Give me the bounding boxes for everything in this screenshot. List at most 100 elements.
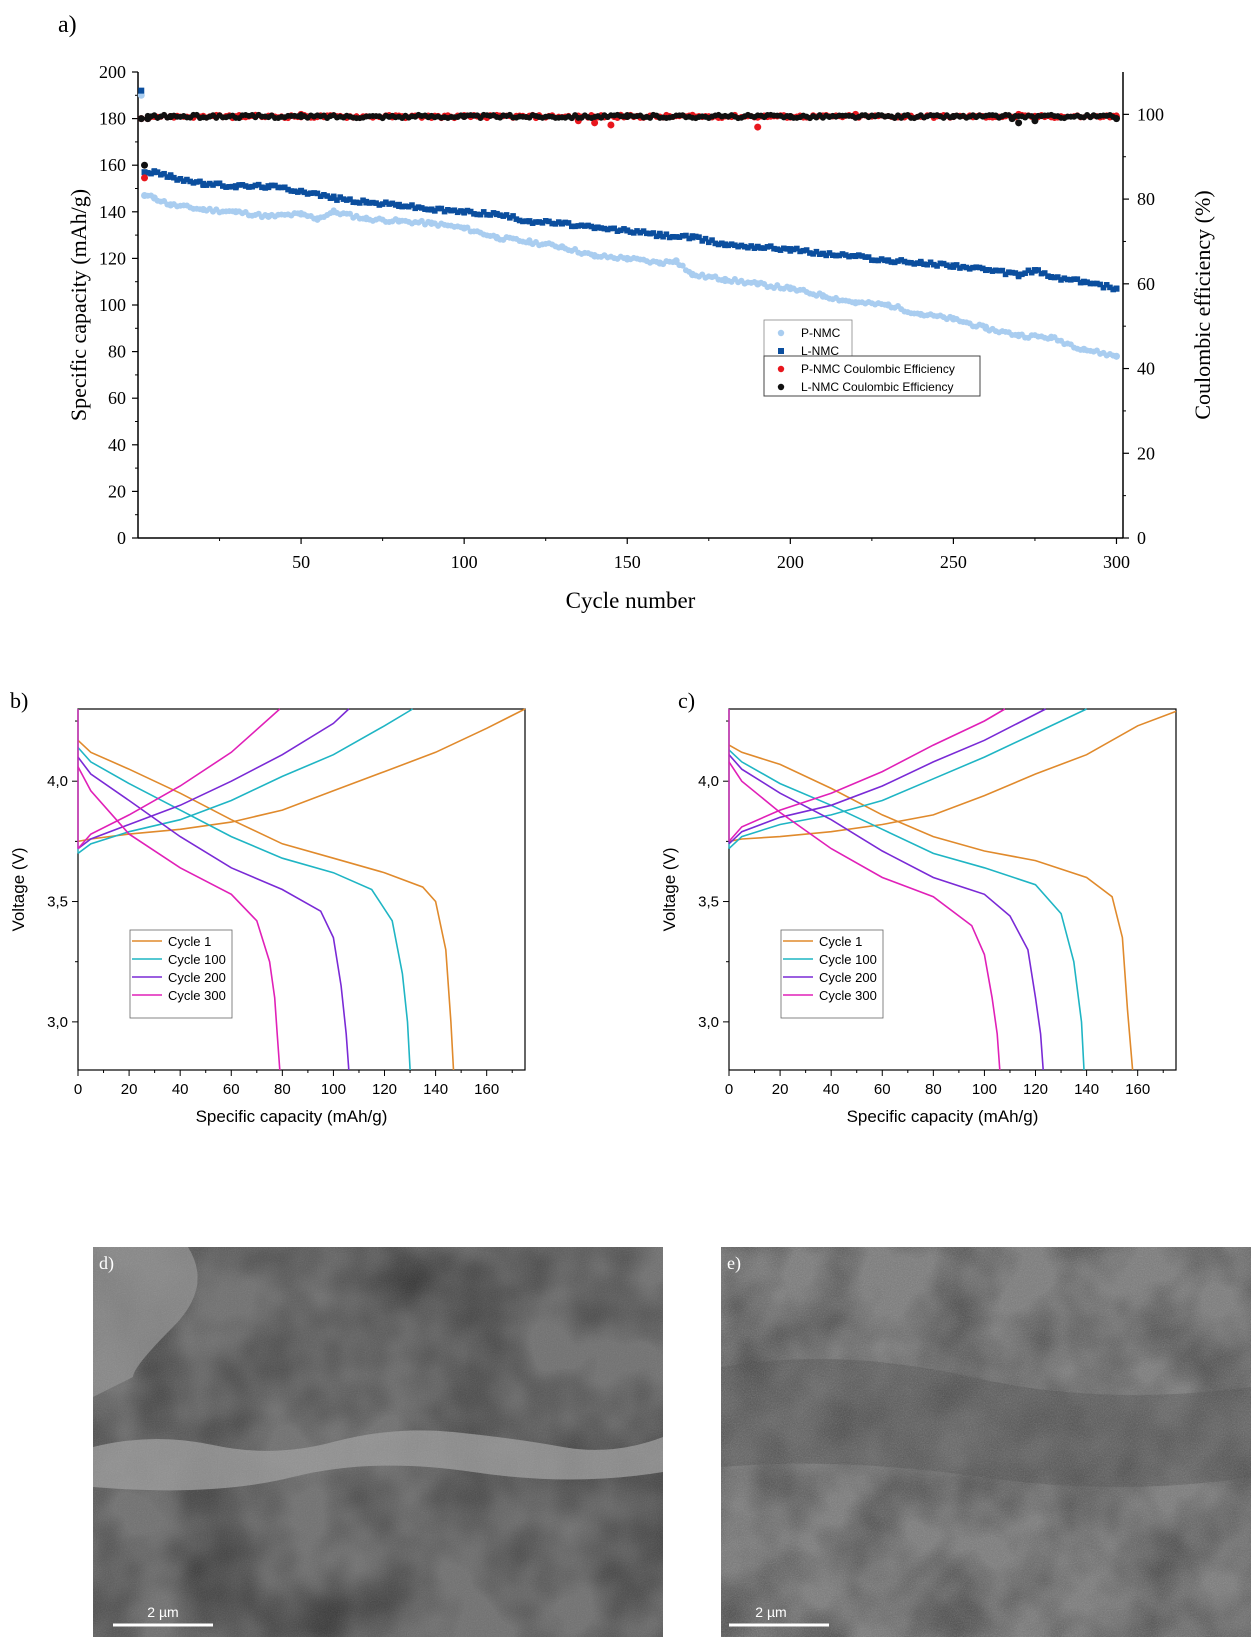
marker [467,208,474,215]
marker [223,184,229,190]
data-point [141,174,149,182]
marker [790,246,797,253]
marker [992,267,999,274]
marker [249,183,255,190]
marker [180,178,187,184]
marker [582,223,588,229]
x-tick-label: 120 [372,1081,397,1098]
marker [360,197,366,204]
marker [960,263,966,270]
marker [787,248,794,254]
marker [999,267,1006,274]
marker [405,203,412,210]
marker [203,182,210,188]
marker [464,224,471,231]
marker [803,247,810,253]
marker [389,200,396,207]
marker [330,193,337,200]
marker [536,219,542,225]
marker [644,230,650,237]
marker [950,264,957,270]
marker [363,198,370,205]
marker [931,261,937,268]
marker [144,170,151,176]
marker [1012,270,1019,276]
series-cycle-300-charge [77,708,281,850]
marker [816,251,823,258]
marker [856,252,862,258]
marker [813,248,820,255]
marker [852,253,859,259]
marker [924,261,931,268]
marker [754,244,761,250]
marker [953,262,960,268]
x-tick-label: 300 [1103,552,1130,572]
marker [402,203,409,210]
marker [464,207,471,214]
plot-frame [728,708,1177,1071]
marker [379,201,386,207]
marker [842,252,849,258]
legend-marker [777,383,785,391]
marker [568,223,575,230]
marker [193,179,200,185]
y-tick-label: 4,0 [698,773,719,790]
marker [640,228,647,234]
marker [1041,270,1048,276]
marker [996,267,1002,274]
marker [1113,353,1120,360]
marker [454,209,461,216]
marker [233,184,239,191]
series-cycle-200-charge [728,708,1047,845]
data-point [138,87,145,94]
marker [158,171,164,178]
marker [1107,284,1113,291]
marker [692,233,699,240]
series-p-nmc [137,91,1120,360]
series-cycle-100-discharge [728,749,1085,1071]
marker [448,207,454,214]
marker [748,243,754,249]
marker [503,212,510,218]
marker [1113,285,1120,292]
marker [966,266,973,272]
marker [800,247,807,254]
marker [262,185,269,191]
marker [171,174,177,181]
marker [242,183,249,189]
legend-label: P-NMC Coulombic Efficiency [801,362,955,376]
marker [1103,282,1110,288]
marker [1058,277,1064,283]
series-l-nmc-coulombic-efficiency [137,111,1120,169]
marker [216,180,223,187]
marker [386,201,392,207]
marker [353,199,360,206]
marker [725,242,732,249]
marker [764,244,771,250]
x-tick-label: 140 [423,1081,448,1098]
marker [356,200,363,206]
x-tick-label: 100 [972,1081,997,1098]
y-tick-label: 60 [108,388,126,408]
marker [370,199,376,206]
marker [1064,276,1071,283]
marker [1006,269,1012,275]
y-tick-label: 3,0 [698,1014,719,1031]
marker [167,172,174,178]
marker [252,182,259,189]
data-point [754,123,762,131]
marker [392,202,399,208]
x-axis-label: Specific capacity (mAh/g) [196,1107,388,1126]
x-tick-label: 60 [874,1081,891,1098]
marker [1110,286,1117,293]
marker [862,254,869,260]
marker [154,169,161,175]
x-tick-label: 20 [772,1081,789,1098]
y-axis-label: Specific capacity (mAh/g) [66,189,91,421]
data-point [607,121,615,129]
marker [1081,279,1087,286]
marker [927,259,934,266]
marker [979,265,986,272]
marker [542,218,549,224]
marker [679,233,686,239]
